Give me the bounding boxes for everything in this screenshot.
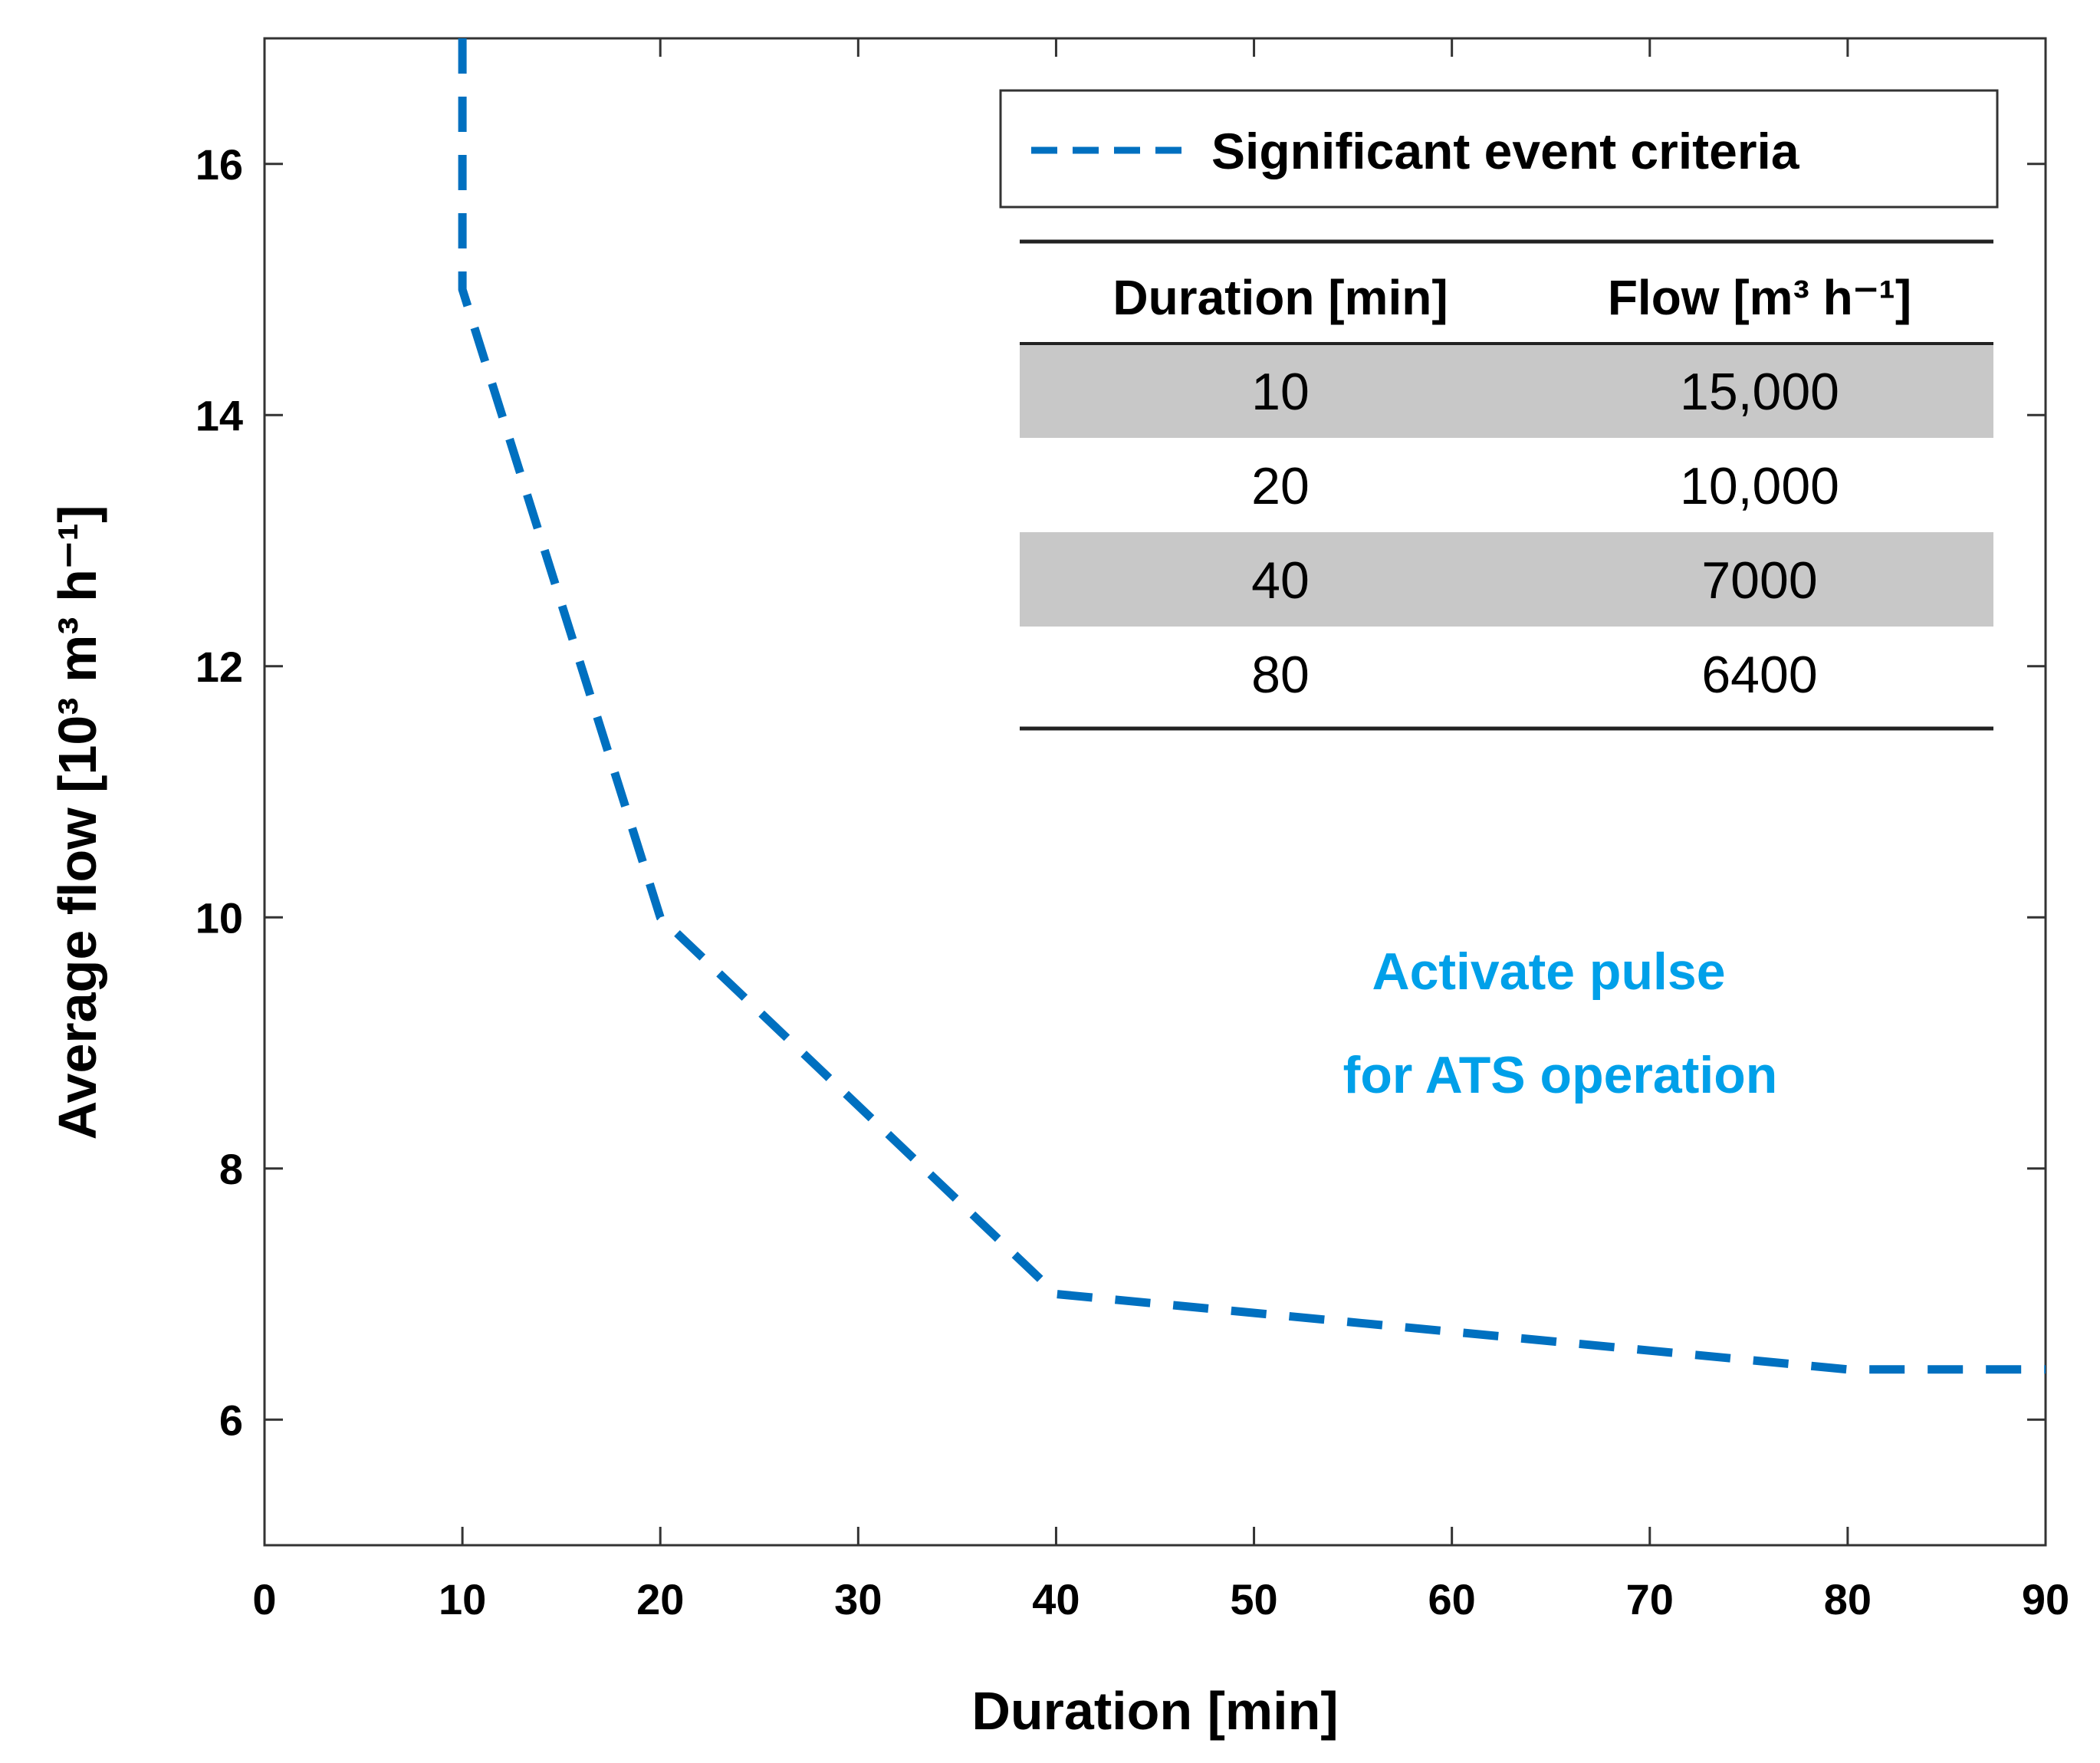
y-tick-label: 10	[196, 893, 243, 942]
y-tick-label: 14	[196, 391, 243, 439]
table-row-shade	[1020, 344, 1993, 438]
table-cell: 7000	[1701, 551, 1817, 610]
x-tick-label: 50	[1230, 1575, 1277, 1623]
table-cell: 80	[1251, 646, 1310, 704]
plot-frame	[263, 37, 2047, 1547]
legend: Significant event criteria	[999, 89, 1999, 209]
table-cell: 40	[1251, 551, 1310, 610]
legend-label: Significant event criteria	[1211, 123, 1800, 179]
x-tick-label: 20	[636, 1575, 684, 1623]
table-row-shade	[1020, 532, 1993, 627]
table-cell: 6400	[1701, 646, 1817, 704]
y-tick-label: 16	[196, 140, 243, 189]
annotation-line: Activate pulse	[1372, 942, 1725, 1001]
annotation-line: for ATS operation	[1343, 1046, 1778, 1104]
annotation: Activate pulse for ATS operation	[1343, 942, 1778, 1104]
x-tick-label: 80	[1824, 1575, 1872, 1623]
x-tick-label: 40	[1032, 1575, 1080, 1623]
y-tick-label: 6	[219, 1396, 243, 1444]
x-tick-label: 0	[252, 1575, 276, 1623]
y-axis: 6 8 10 12 14 16	[196, 140, 2046, 1444]
table-cell: 20	[1251, 457, 1310, 515]
x-tick-label: 70	[1626, 1575, 1674, 1623]
x-tick-label: 10	[439, 1575, 486, 1623]
x-tick-label: 30	[834, 1575, 882, 1623]
x-axis-label: Duration [min]	[971, 1681, 1338, 1741]
table-header: Duration [min]	[1112, 270, 1448, 325]
series-line	[458, 38, 2046, 1374]
x-tick-label: 90	[2022, 1575, 2069, 1623]
y-tick-label: 12	[196, 643, 243, 691]
x-axis: 0 10 20 30 40 50 60 70 80 90	[252, 38, 2069, 1623]
y-tick-label: 8	[219, 1145, 243, 1193]
table-cell: 10,000	[1680, 457, 1839, 515]
y-axis-label: Average flow [10³ m³ h⁻¹]	[48, 505, 107, 1140]
plot-area-frame	[263, 37, 2047, 1547]
table-cell: 15,000	[1680, 363, 1839, 421]
x-tick-label: 60	[1428, 1575, 1476, 1623]
criteria-table: Duration [min] Flow [m³ h⁻¹] 10 15,000 20 10,…	[1020, 239, 1993, 731]
series-group	[458, 38, 2046, 1374]
table-header: Flow [m³ h⁻¹]	[1608, 270, 1911, 325]
table-cell: 10	[1251, 363, 1310, 421]
